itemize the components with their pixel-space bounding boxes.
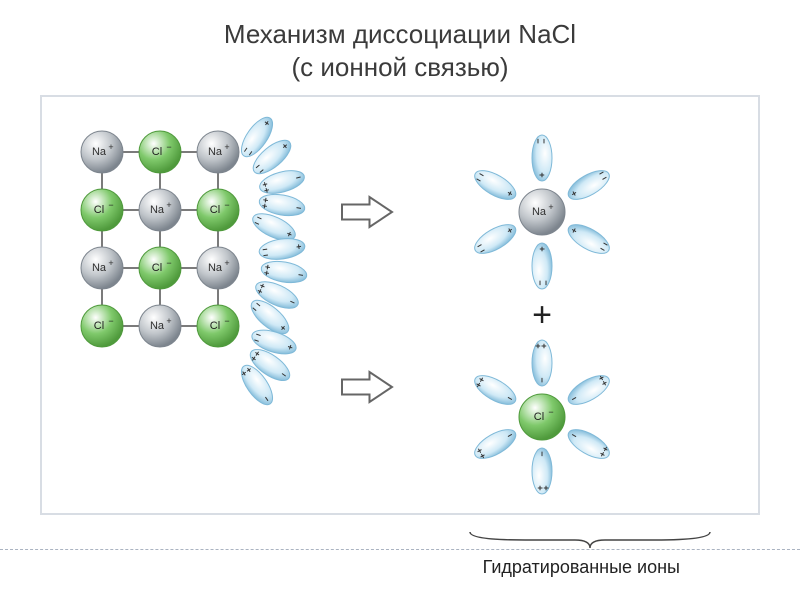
svg-text:−: − bbox=[541, 280, 551, 285]
diagram-svg: Na+Cl−Na+Cl−Na+Cl−Na+Cl−Na+Cl−Na+Cl−−−+−… bbox=[42, 97, 762, 517]
svg-text:+: + bbox=[541, 485, 551, 490]
svg-text:Na: Na bbox=[150, 204, 165, 216]
svg-text:Cl: Cl bbox=[152, 262, 162, 274]
svg-text:+: + bbox=[548, 202, 553, 212]
svg-text:+: + bbox=[533, 343, 543, 348]
svg-text:+: + bbox=[108, 258, 113, 268]
caption-text: Гидратированные ионы bbox=[483, 557, 680, 578]
svg-text:Cl: Cl bbox=[152, 146, 162, 158]
svg-text:−: − bbox=[224, 316, 229, 326]
svg-text:Na: Na bbox=[92, 262, 107, 274]
diagram-panel: Na+Cl−Na+Cl−Na+Cl−Na+Cl−Na+Cl−Na+Cl−−−+−… bbox=[40, 95, 760, 515]
svg-text:Cl: Cl bbox=[94, 320, 104, 332]
title-line2: (с ионной связью) bbox=[0, 51, 800, 84]
svg-text:+: + bbox=[224, 142, 229, 152]
svg-text:Cl: Cl bbox=[210, 320, 220, 332]
caption-brace bbox=[465, 530, 715, 550]
svg-text:−: − bbox=[537, 451, 547, 456]
svg-text:+: + bbox=[224, 258, 229, 268]
svg-text:Na: Na bbox=[92, 146, 107, 158]
svg-text:+: + bbox=[166, 200, 171, 210]
svg-text:+: + bbox=[537, 246, 547, 251]
svg-text:Na: Na bbox=[150, 320, 165, 332]
svg-text:−: − bbox=[533, 138, 543, 143]
svg-text:−: − bbox=[108, 200, 113, 210]
page-title: Механизм диссоциации NaCl (с ионной связ… bbox=[0, 0, 800, 83]
svg-text:−: − bbox=[224, 200, 229, 210]
svg-text:Na: Na bbox=[532, 206, 547, 218]
svg-text:−: − bbox=[166, 142, 171, 152]
svg-text:Cl: Cl bbox=[534, 411, 544, 423]
svg-text:Na: Na bbox=[208, 262, 223, 274]
svg-text:Cl: Cl bbox=[94, 204, 104, 216]
svg-text:+: + bbox=[108, 142, 113, 152]
svg-text:+: + bbox=[537, 172, 547, 177]
svg-text:+: + bbox=[166, 316, 171, 326]
svg-text:−: − bbox=[548, 407, 553, 417]
svg-text:−: − bbox=[166, 258, 171, 268]
svg-text:Na: Na bbox=[208, 146, 223, 158]
svg-text:Cl: Cl bbox=[210, 204, 220, 216]
title-line1: Механизм диссоциации NaCl bbox=[0, 18, 800, 51]
svg-text:−: − bbox=[108, 316, 113, 326]
svg-text:−: − bbox=[537, 377, 547, 382]
svg-text:+: + bbox=[532, 296, 552, 334]
